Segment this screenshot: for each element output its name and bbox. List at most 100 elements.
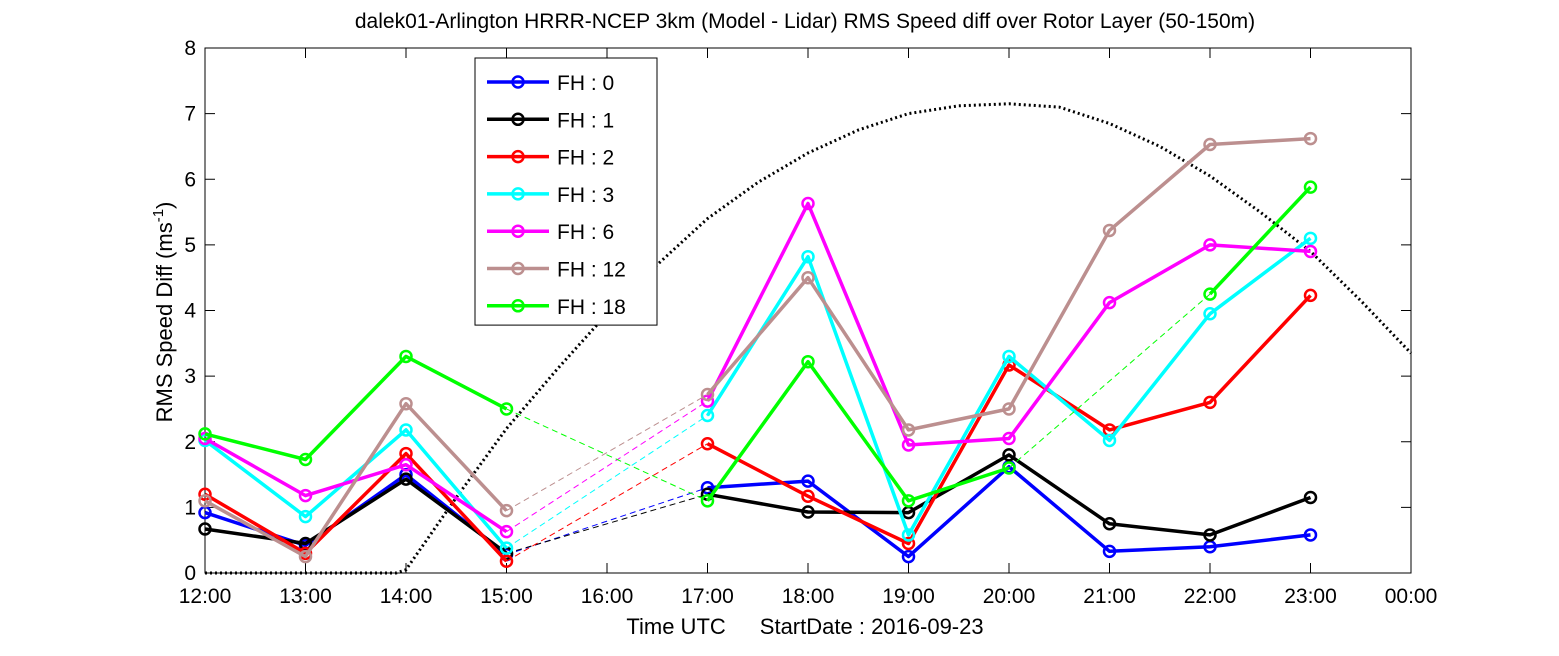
legend: FH : 0 FH : 1 FH : 2 FH : 3 FH : 6 FH : 12 FH …	[474, 57, 658, 326]
x-tick-label: 16:00	[581, 585, 634, 608]
x-tick-label: 22:00	[1184, 585, 1237, 608]
series-gap-line	[506, 493, 708, 554]
series-point	[801, 270, 815, 285]
legend-marker	[511, 112, 525, 127]
series-point	[198, 522, 212, 536]
series-point	[298, 488, 313, 503]
legend-label: FH : 18	[557, 296, 626, 319]
series-point	[801, 505, 815, 519]
series-point	[1303, 288, 1318, 303]
series-point	[1203, 528, 1217, 542]
y-tick-label: 0	[184, 562, 196, 585]
legend-item: FH : 3	[487, 184, 614, 207]
series-line	[706, 359, 1010, 503]
y-tick-label: 3	[184, 365, 196, 388]
legend-item: FH : 6	[487, 221, 614, 244]
series-line	[204, 477, 508, 555]
series-line	[204, 401, 508, 559]
series-point	[1303, 131, 1318, 146]
x-tick-label: 15:00	[480, 585, 533, 608]
series-line	[204, 354, 508, 462]
series-point	[1102, 433, 1117, 448]
series-4	[198, 196, 1318, 539]
y-axis-label: RMS Speed Diff (ms-1)	[150, 202, 177, 423]
x-tick-label: 17:00	[681, 585, 734, 608]
chart-title: dalek01-Arlington HRRR-NCEP 3km (Model -…	[355, 10, 1255, 33]
series-point	[499, 541, 514, 555]
series-point	[1303, 244, 1318, 259]
series-point	[399, 396, 413, 411]
reference-curve	[205, 102, 1413, 575]
y-tick-label: 7	[184, 103, 196, 126]
series-point	[1303, 180, 1318, 194]
legend-label: FH : 1	[557, 109, 614, 132]
legend-item: FH : 2	[487, 147, 614, 170]
series-point	[1002, 448, 1016, 462]
series-point	[901, 528, 916, 542]
series-line	[706, 136, 1311, 432]
series-point	[198, 427, 212, 441]
series-3	[198, 231, 1318, 555]
series-point	[801, 249, 815, 264]
series-line	[203, 428, 508, 550]
series-point	[298, 549, 313, 564]
series-point	[801, 489, 815, 503]
series-point	[399, 472, 413, 486]
y-tick-label: 5	[184, 234, 196, 257]
y-axis-label-main: RMS Speed Diff (ms	[152, 222, 177, 422]
legend-item: FH : 18	[487, 296, 626, 319]
series-point	[499, 503, 514, 518]
series-point	[1303, 528, 1318, 542]
series-point	[198, 494, 212, 508]
x-tick-label: 23:00	[1284, 585, 1337, 608]
legend-label: FH : 6	[557, 221, 614, 244]
series-point	[399, 423, 413, 437]
legend-marker	[511, 261, 525, 276]
series-point	[801, 354, 815, 369]
series-point	[1303, 231, 1318, 246]
y-tick-label: 6	[184, 168, 196, 191]
series-line	[706, 294, 1312, 546]
series-point	[700, 494, 715, 508]
series-point	[1102, 544, 1117, 559]
x-tick-label: 00:00	[1385, 585, 1438, 608]
x-tick-label: 12:00	[179, 585, 232, 608]
series-point	[1002, 402, 1016, 416]
series-point	[1203, 395, 1217, 410]
series-gap-line	[506, 400, 708, 533]
legend-label: FH : 12	[557, 259, 626, 282]
legend-marker	[511, 75, 525, 89]
series-point	[499, 554, 514, 568]
series-point	[1203, 238, 1217, 252]
x-axis-label-main: Time UTC	[626, 614, 726, 639]
series-gap-line	[506, 408, 708, 502]
series-point	[901, 423, 916, 437]
legend-item: FH : 0	[487, 72, 614, 95]
series-point	[700, 436, 715, 451]
series-point	[1203, 307, 1217, 321]
legend-label: FH : 2	[557, 147, 614, 170]
series-5	[198, 131, 1318, 564]
series-gap-line	[506, 415, 708, 549]
x-axis-start-date: 2016-09-23	[871, 614, 984, 639]
series-point	[1002, 431, 1016, 446]
series-line	[204, 451, 508, 563]
series-line	[1208, 185, 1312, 296]
series-point	[198, 431, 212, 446]
series-gap-line	[1008, 293, 1211, 469]
series-point	[801, 474, 815, 488]
series-point	[700, 408, 715, 423]
y-axis-label-close: )	[152, 202, 177, 209]
series-line	[707, 453, 1312, 537]
y-tick-label: 8	[184, 37, 196, 60]
series-point	[198, 487, 212, 501]
series-line	[705, 201, 1311, 447]
series-line	[706, 236, 1312, 537]
x-axis-label: Time UTC StartDate : 2016-09-23	[626, 614, 983, 639]
legend-marker	[511, 187, 525, 201]
y-tick-label: 4	[184, 300, 196, 323]
series-point	[1102, 223, 1117, 238]
legend-label: FH : 3	[557, 184, 614, 207]
series-point	[499, 524, 514, 539]
